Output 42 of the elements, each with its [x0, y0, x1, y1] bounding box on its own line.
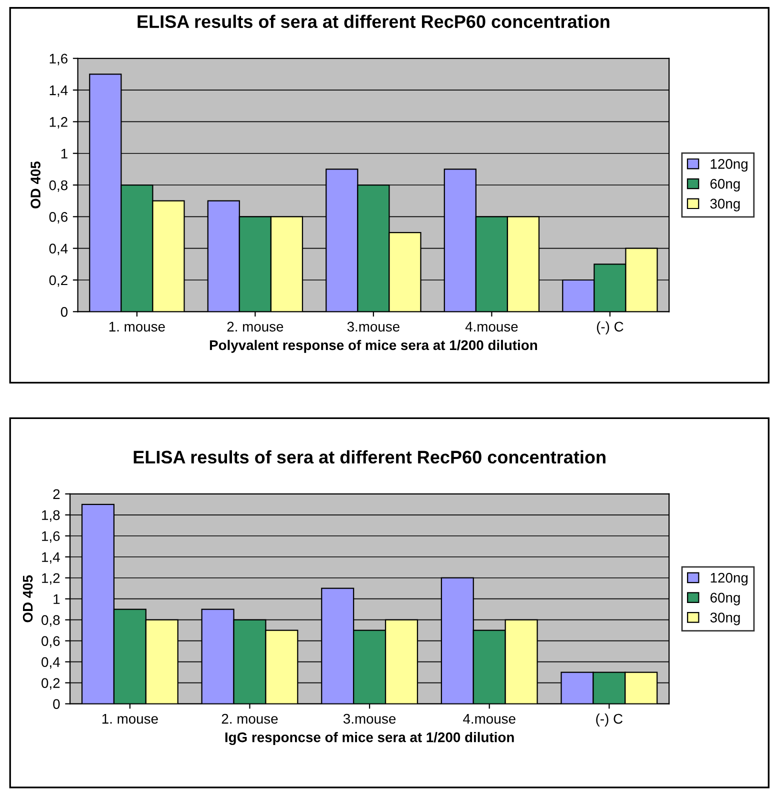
y-tick-label: 0,6 [49, 212, 68, 224]
chart-title: ELISA results of sera at different RecP60 concentration [134, 450, 606, 464]
y-tick-label: 1 [54, 594, 60, 604]
y-axis-title: OD 405 [22, 575, 33, 622]
chart-title: ELISA results of sera at different RecP60 concentration [138, 14, 610, 28]
y-tick-label: 1,6 [42, 531, 60, 543]
y-tick-label: 1,4 [50, 86, 68, 97]
y-tick-label: 0,2 [49, 275, 68, 287]
x-tick-label: (-) C [596, 321, 624, 334]
y-tick-label: 1,8 [42, 510, 60, 522]
x-axis-title: IgG responcse of mice sera at 1/200 dilution [225, 732, 514, 746]
x-tick-label: (-) C [596, 714, 623, 726]
legend-label: 60ng [710, 178, 740, 192]
y-tick-label: 0 [53, 699, 60, 709]
y-tick-label: 1,4 [42, 552, 60, 564]
y-tick-label: 1,6 [50, 54, 68, 66]
y-tick-label: 0,8 [42, 615, 60, 627]
legend-label: 60ng [710, 592, 740, 606]
y-tick-label: 2 [53, 489, 60, 499]
y-tick-label: 0,4 [49, 244, 68, 256]
x-tick-label: 2. mouse [222, 714, 278, 724]
y-tick-label: 1,2 [50, 117, 68, 129]
legend-label: 30ng [710, 198, 740, 212]
y-axis-title: OD 405 [30, 161, 40, 208]
legend-label: 120ng [710, 572, 748, 586]
x-tick-label: 3.mouse [347, 322, 400, 332]
x-axis-title: Polyvalent response of mice sera at 1/200 dilution [210, 340, 538, 353]
y-tick-label: 0,2 [42, 678, 60, 690]
y-tick-label: 0,6 [42, 636, 60, 648]
y-tick-label: 1,2 [42, 573, 60, 585]
x-tick-label: 4.mouse [463, 714, 516, 724]
legend-label: 120ng [710, 159, 748, 172]
x-tick-label: 2. mouse [227, 322, 284, 332]
y-tick-label: 0,8 [49, 180, 68, 192]
y-tick-label: 0 [60, 306, 68, 317]
y-tick-label: 0,4 [42, 657, 60, 669]
x-tick-label: 1. mouse [109, 322, 165, 332]
legend-label: 30ng [710, 612, 740, 626]
y-tick-label: 1 [61, 148, 68, 158]
x-tick-label: 4.mouse [465, 322, 518, 332]
x-tick-label: 1. mouse [102, 714, 158, 724]
x-tick-label: 3.mouse [343, 714, 396, 724]
